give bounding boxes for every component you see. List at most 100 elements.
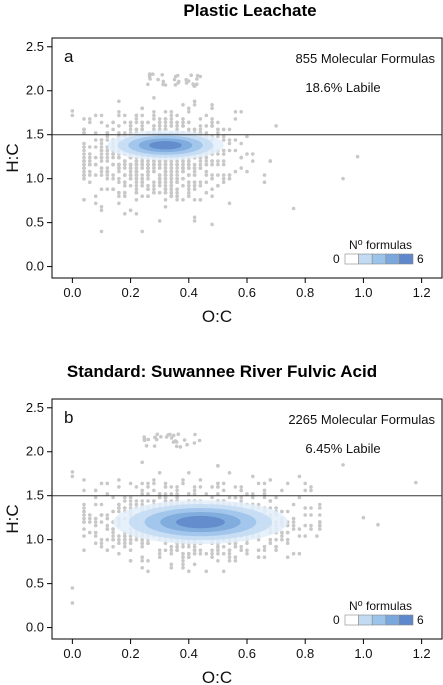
scatter-point: [216, 559, 220, 563]
outlier-point: [70, 601, 75, 605]
scatter-point: [262, 481, 267, 486]
scatter-point: [192, 173, 197, 177]
panel-b-marks: [52, 432, 442, 605]
scatter-point: [268, 537, 273, 542]
scatter-point: [193, 432, 197, 437]
scatter-point: [175, 159, 179, 163]
scatter-point: [163, 127, 168, 132]
scatter-point: [187, 569, 191, 574]
scatter-point: [117, 506, 121, 510]
legend-swatch: [358, 253, 373, 265]
legend-swatch: [371, 614, 387, 626]
scatter-point: [204, 162, 209, 167]
scatter-point: [168, 432, 172, 437]
scatter-point: [204, 190, 209, 195]
y-tick-label: 2.0: [26, 444, 44, 459]
scatter-point: [93, 502, 98, 507]
scatter-point: [123, 162, 127, 167]
scatter-point: [198, 117, 203, 121]
scatter-point: [99, 481, 104, 486]
outlier-point: [361, 515, 366, 520]
scatter-point: [117, 478, 121, 482]
scatter-point: [309, 523, 313, 528]
scatter-point: [99, 141, 104, 146]
scatter-point: [111, 162, 115, 167]
scatter-point: [117, 99, 121, 104]
scatter-point: [88, 530, 92, 535]
scatter-point: [146, 120, 150, 125]
scatter-point: [157, 173, 162, 177]
legend-swatch: [385, 253, 400, 265]
scatter-point: [198, 485, 203, 489]
scatter-point: [192, 492, 197, 496]
scatter-point: [88, 117, 92, 121]
scatter-point: [163, 481, 168, 486]
scatter-point: [216, 152, 220, 156]
scatter-point: [303, 523, 308, 528]
scatter-point: [146, 169, 150, 174]
scatter-point: [99, 229, 104, 234]
scatter-point: [285, 530, 290, 535]
x-tick-label: 1.0: [354, 285, 372, 300]
scatter-point: [192, 219, 197, 223]
scatter-point: [140, 492, 144, 496]
scatter-point: [123, 173, 127, 177]
scatter-point: [239, 166, 243, 170]
scatter-point: [99, 537, 104, 542]
scatter-point: [157, 159, 162, 163]
scatter-point: [140, 502, 144, 507]
scatter-point: [163, 180, 168, 184]
x-tick-label: 0.8: [296, 285, 314, 300]
y-tick-label: 2.5: [26, 400, 44, 415]
y-tick-label: 1.0: [26, 171, 44, 186]
x-tick-label: 1.2: [413, 646, 431, 661]
scatter-point: [297, 551, 302, 556]
scatter-point: [169, 120, 174, 125]
scatter-point: [105, 516, 110, 521]
scatter-point: [181, 555, 185, 559]
scatter-point: [82, 534, 86, 538]
scatter-point: [157, 180, 162, 184]
scatter-point: [172, 77, 177, 82]
scatter-point: [111, 152, 115, 156]
scatter-point: [93, 495, 98, 500]
scatter-point: [175, 73, 180, 78]
scatter-point: [128, 208, 133, 213]
scatter-point: [147, 74, 152, 79]
scatter-point: [181, 159, 185, 163]
scatter-point: [280, 488, 284, 493]
scatter-point: [187, 162, 191, 167]
x-tick-label: 0.2: [122, 285, 140, 300]
scatter-point: [146, 437, 151, 442]
scatter-point: [117, 537, 121, 542]
outlier-point: [341, 176, 345, 181]
scatter-point: [88, 152, 92, 156]
scatter-point: [134, 485, 139, 489]
scatter-point: [146, 541, 150, 545]
y-axis-label: H:C: [3, 504, 22, 533]
scatter-point: [157, 124, 162, 128]
scatter-point: [169, 562, 174, 567]
scatter-point: [134, 117, 139, 121]
scatter-point: [169, 124, 174, 128]
scatter-point: [105, 513, 110, 517]
scatter-point: [216, 162, 220, 167]
scatter-point: [210, 159, 214, 163]
scatter-point: [157, 162, 162, 167]
scatter-point: [117, 162, 121, 167]
scatter-point: [123, 212, 127, 216]
panel-b-formula-count: 2265 Molecular Formulas: [288, 412, 435, 427]
scatter-point: [187, 166, 191, 170]
scatter-point: [192, 488, 197, 493]
scatter-point: [82, 513, 86, 517]
scatter-point: [134, 159, 139, 163]
scatter-point: [227, 555, 232, 559]
scatter-point: [128, 499, 133, 503]
scatter-point: [93, 516, 98, 521]
scatter-point: [169, 492, 174, 496]
scatter-point: [163, 187, 168, 191]
scatter-point: [99, 113, 104, 118]
scatter-point: [134, 537, 139, 542]
scatter-point: [82, 506, 86, 510]
scatter-point: [163, 190, 168, 195]
